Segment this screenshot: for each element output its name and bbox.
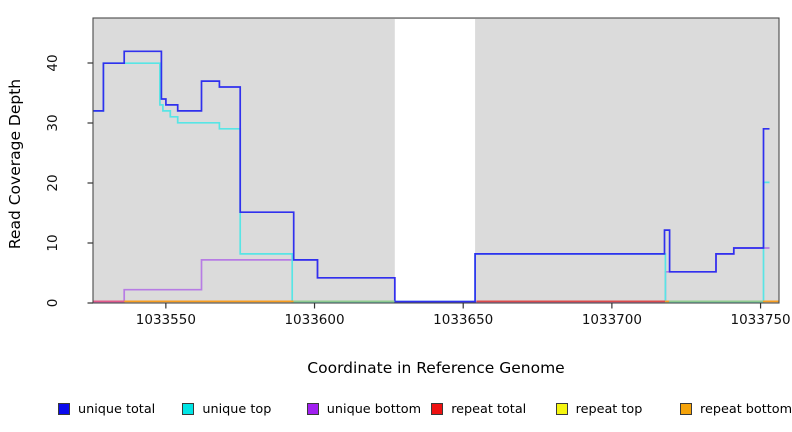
legend-label: unique total [78,401,156,417]
y-tick-label: 20 [45,174,61,191]
legend-swatch-unique-total [58,403,70,415]
y-axis-label: Read Coverage Depth [6,78,24,250]
x-tick-label: 1033750 [731,312,791,328]
legend-item-repeat-total: repeat total [431,401,526,417]
series-unique-top-line [93,62,770,303]
x-tick-label: 1033600 [284,312,344,328]
x-tick-label: 1033700 [582,312,642,328]
legend-swatch-repeat-top [555,403,568,415]
y-tick-label: 0 [45,299,61,308]
x-axis-label: Coordinate in Reference Genome [307,359,565,377]
series-unique-total-line [93,50,770,303]
legend-label: repeat bottom [700,401,792,417]
legend-item-repeat-top: repeat top [555,401,643,417]
x-tick-label: 1033650 [433,312,493,328]
legend-item-unique-bottom: unique bottom [306,401,422,417]
legend-swatch-unique-bottom [306,403,319,415]
coverage-plot: 1033550 1033600 1033650 1033700 1033750 0 10 20… [45,17,791,328]
legend-swatch-repeat-total [431,403,444,415]
legend-swatch-unique-top [182,403,195,415]
legend-label: repeat total [451,401,527,417]
x-tick-label: 1033550 [136,312,196,328]
y-tick-label: 30 [45,114,61,131]
legend-item-repeat-bottom: repeat bottom [680,401,792,417]
legend-item-unique-top: unique top [182,401,271,417]
legend-label: repeat top [575,401,643,417]
y-tick-label: 10 [45,234,61,251]
legend-label: unique bottom [326,401,422,417]
plot-border [92,17,780,304]
legend-swatch-repeat-bottom [680,403,692,415]
y-tick-label: 40 [45,54,61,71]
coverage-gap-band [394,19,476,303]
legend-item-unique-total: unique total [58,401,155,417]
legend-label: unique top [202,401,272,417]
